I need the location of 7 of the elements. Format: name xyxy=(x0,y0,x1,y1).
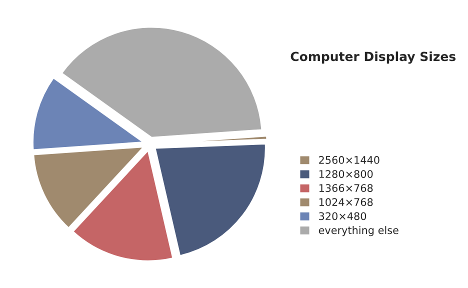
legend-label: 2560×1440 xyxy=(319,156,380,164)
legend-label: everything else xyxy=(318,226,398,236)
legend-label: 1366×768 xyxy=(319,184,373,192)
legend-label: 1024×768 xyxy=(319,198,373,206)
text: Computer Display Sizes xyxy=(290,52,456,64)
legend-label: 1280×800 xyxy=(319,170,373,178)
legend-label: 320×480 xyxy=(319,212,366,220)
